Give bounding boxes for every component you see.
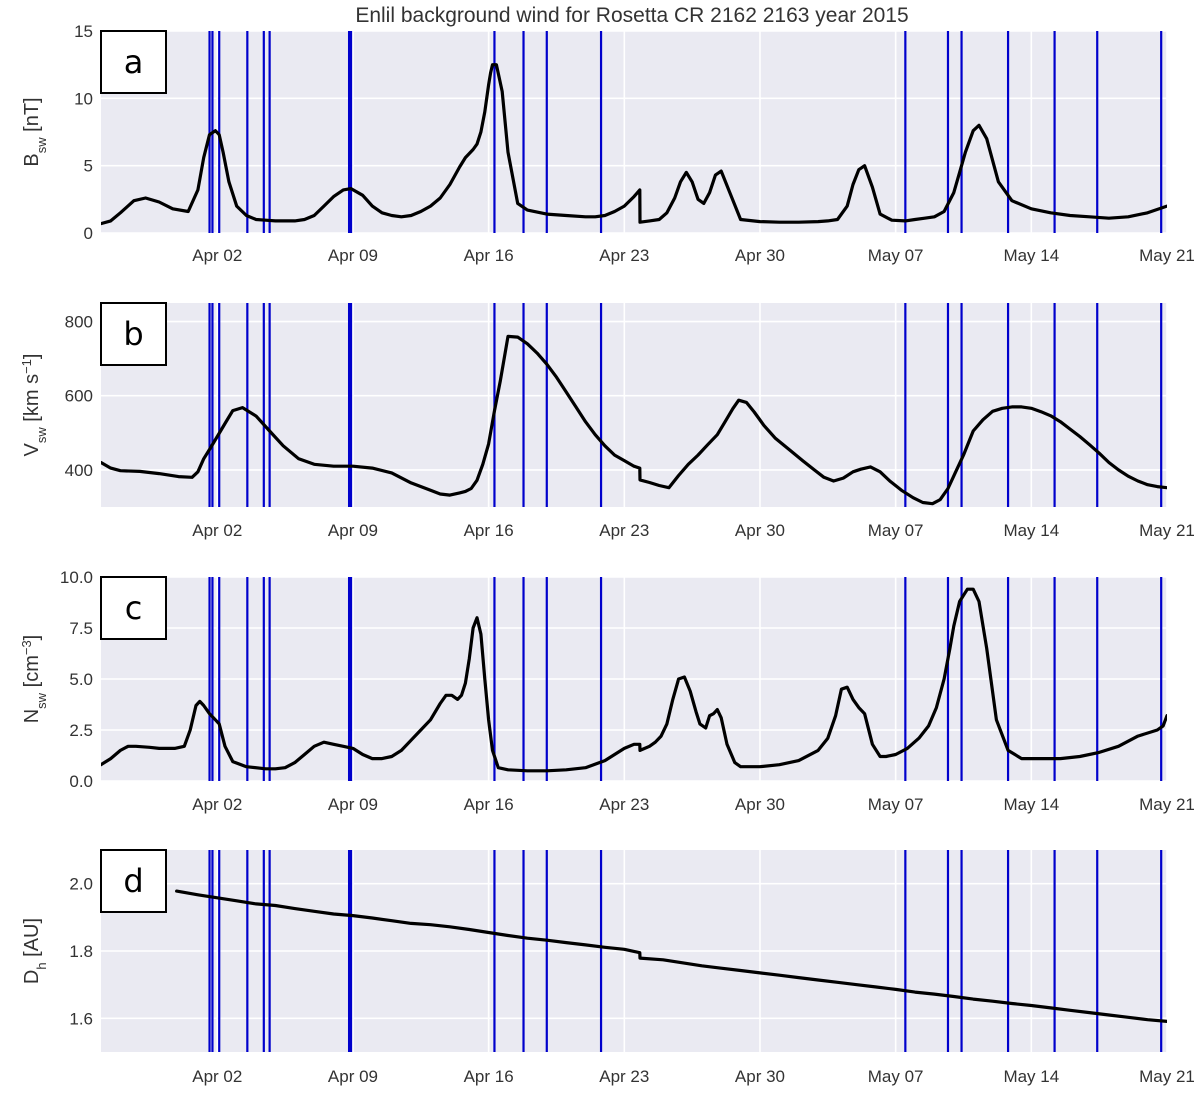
panel-background (101, 303, 1167, 507)
x-tick-label: Apr 23 (599, 246, 649, 265)
y-axis-label-main: N (21, 709, 43, 723)
series-line (101, 334, 1167, 506)
panel-letter-box (100, 576, 167, 640)
panel-letter: a (124, 43, 144, 81)
x-tick-label: Apr 16 (464, 1067, 514, 1086)
y-tick-label: 0 (84, 224, 93, 243)
x-tick-label: May 07 (868, 246, 924, 265)
x-tick-label: Apr 09 (328, 521, 378, 540)
x-tick-label: May 14 (1003, 521, 1059, 540)
y-axis-label-unit: [nT] (21, 97, 43, 137)
x-tick-label: Apr 23 (599, 1067, 649, 1086)
y-axis-label-sub: sw (34, 137, 49, 154)
panel-letter: d (123, 862, 143, 900)
x-tick-label: May 14 (1003, 246, 1059, 265)
y-axis-label-main: B (21, 153, 43, 166)
panel-letter: c (125, 589, 143, 627)
x-tick-label: May 14 (1003, 795, 1059, 814)
x-tick-label: Apr 02 (192, 246, 242, 265)
y-tick-label: 400 (65, 461, 93, 480)
y-tick-label: 5 (84, 157, 93, 176)
panels-group: Apr 02 Apr 09 Apr 16 Apr 23 Apr 30 May 07 May … (19, 22, 1195, 1086)
y-axis-label-sup: −3 (19, 640, 34, 655)
x-tick-label: Apr 30 (735, 1067, 785, 1086)
x-tick-label: Apr 16 (464, 795, 514, 814)
panel-letter-box (100, 849, 167, 913)
y-axis-label-main: V (21, 442, 43, 456)
y-axis-label-end: ] (21, 635, 43, 641)
x-tick-label: May 21 (1139, 246, 1195, 265)
series-line (101, 63, 1167, 226)
x-tick-label: Apr 09 (328, 246, 378, 265)
y-tick-label: 15 (74, 22, 93, 41)
x-tick-label: May 07 (868, 795, 924, 814)
y-tick-label: 7.5 (69, 619, 93, 638)
x-tick-label: Apr 23 (599, 521, 649, 540)
y-axis-label: Bsw [nT] (21, 97, 49, 166)
y-axis-label-sup: −1 (19, 359, 34, 374)
figure-title: Enlil background wind for Rosetta CR 216… (355, 4, 908, 27)
x-tick-label: Apr 30 (735, 795, 785, 814)
series-line (101, 587, 1167, 773)
y-axis-label-sub: sw (34, 692, 49, 709)
y-axis-label-main: D (21, 970, 43, 984)
y-axis-label-end: ] (21, 354, 43, 360)
x-tick-label: Apr 30 (735, 246, 785, 265)
x-tick-label: May 21 (1139, 795, 1195, 814)
y-tick-label: 5.0 (69, 670, 93, 689)
panel-b: Apr 02 Apr 09 Apr 16 Apr 23 Apr 30 May 07 May … (19, 302, 1195, 540)
x-tick-label: Apr 16 (464, 246, 514, 265)
y-tick-label: 600 (65, 387, 93, 406)
x-tick-label: Apr 02 (192, 1067, 242, 1086)
x-tick-label: Apr 02 (192, 521, 242, 540)
y-axis-label: Nsw [cm−3] (19, 635, 49, 724)
y-axis-label: Dh [AU] (21, 918, 49, 984)
x-tick-label: May 07 (868, 1067, 924, 1086)
x-tick-label: Apr 16 (464, 521, 514, 540)
panel-letter-box (100, 30, 167, 94)
y-tick-label: 1.6 (69, 1009, 93, 1028)
panel-letter-box (100, 302, 167, 366)
y-tick-label: 2.0 (69, 875, 93, 894)
panel-c: Apr 02 Apr 09 Apr 16 Apr 23 Apr 30 May 07 May … (19, 568, 1195, 814)
y-tick-label: 10 (74, 89, 93, 108)
y-axis-label-unit: [cm (21, 655, 43, 693)
x-tick-label: Apr 09 (328, 1067, 378, 1086)
y-axis-label-unit: [km s (21, 374, 43, 427)
series-line (175, 889, 1167, 1024)
y-tick-label: 800 (65, 313, 93, 332)
y-axis-label-unit: [AU] (21, 918, 43, 962)
y-tick-label: 0.0 (69, 772, 93, 791)
panel-letter: b (123, 315, 143, 353)
panel-a: Apr 02 Apr 09 Apr 16 Apr 23 Apr 30 May 07 May … (21, 22, 1195, 265)
x-tick-label: May 21 (1139, 1067, 1195, 1086)
y-tick-label: 10.0 (60, 568, 93, 587)
x-tick-label: Apr 09 (328, 795, 378, 814)
y-tick-label: 1.8 (69, 942, 93, 961)
panel-d: Apr 02 Apr 09 Apr 16 Apr 23 Apr 30 May 07 May … (21, 849, 1195, 1086)
y-axis-label: Vsw [km s−1] (19, 354, 49, 457)
y-axis-label-sub: sw (34, 427, 49, 444)
x-tick-label: May 21 (1139, 521, 1195, 540)
y-axis-label-sub: h (34, 962, 49, 969)
x-tick-label: Apr 23 (599, 795, 649, 814)
x-tick-label: May 07 (868, 521, 924, 540)
x-tick-label: Apr 30 (735, 521, 785, 540)
x-tick-label: May 14 (1003, 1067, 1059, 1086)
panel-background (101, 31, 1167, 233)
x-tick-label: Apr 02 (192, 795, 242, 814)
y-tick-label: 2.5 (69, 721, 93, 740)
